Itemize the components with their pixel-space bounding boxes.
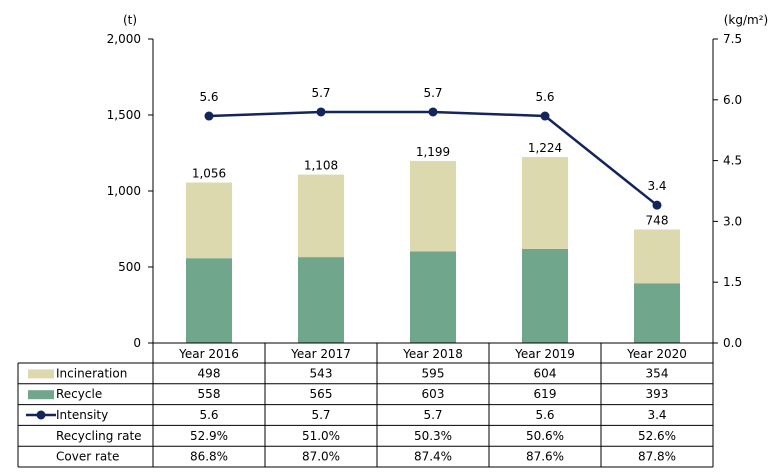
table-cell-3-4: 52.6% xyxy=(638,429,676,443)
intensity-point-4 xyxy=(652,200,662,210)
total-label-1: 1,108 xyxy=(304,159,338,173)
y-tick-label: 0 xyxy=(133,336,141,350)
table-cell-4-1: 87.0% xyxy=(302,450,340,464)
intensity-line-layer xyxy=(204,107,662,210)
table-row-label-3: Recycling rate xyxy=(56,429,142,443)
bar-recycle-1 xyxy=(298,257,344,343)
bar-incineration-3 xyxy=(522,157,568,249)
intensity-label-3: 5.6 xyxy=(535,90,554,104)
table-cell-0-3: 604 xyxy=(534,366,557,380)
total-label-3: 1,224 xyxy=(528,141,562,155)
intensity-point-0 xyxy=(204,111,214,121)
table-cell-1-3: 619 xyxy=(534,387,557,401)
bar-recycle-2 xyxy=(410,251,456,343)
table-cell-0-4: 354 xyxy=(646,366,669,380)
category-label-3: Year 2019 xyxy=(514,347,575,361)
intensity-label-0: 5.6 xyxy=(199,90,218,104)
bar-incineration-4 xyxy=(634,229,680,284)
axes xyxy=(152,39,714,343)
table-cell-3-0: 52.9% xyxy=(190,429,228,443)
y2-tick-label: 0.0 xyxy=(723,336,742,350)
table-cell-2-4: 3.4 xyxy=(647,408,666,422)
bar-incineration-1 xyxy=(298,174,344,258)
data-labels: 1,056 1,108 1,199 1,224 748 5.6 5.7 5.7 5.6 3.4 xyxy=(192,86,669,227)
bars xyxy=(186,157,680,343)
total-label-2: 1,199 xyxy=(416,145,450,159)
legend-swatch-0 xyxy=(28,369,54,379)
table-cell-1-1: 565 xyxy=(310,387,333,401)
bar-recycle-3 xyxy=(522,248,568,343)
table-row-label-0: Incineration xyxy=(56,366,127,380)
table-cell-1-4: 393 xyxy=(646,387,669,401)
table-row-label-4: Cover rate xyxy=(56,450,119,464)
category-label-0: Year 2016 xyxy=(178,347,239,361)
y-tick-label: 1,500 xyxy=(107,108,141,122)
y-tick-label: 500 xyxy=(118,260,141,274)
bar-incineration-0 xyxy=(186,182,232,259)
intensity-label-1: 5.7 xyxy=(311,86,330,100)
y2-tick-label: 4.5 xyxy=(723,154,742,168)
y-tick-label: 2,000 xyxy=(107,32,141,46)
y-axis-unit-left: (t) xyxy=(123,13,137,27)
y-tick-label: 1,000 xyxy=(107,184,141,198)
intensity-point-3 xyxy=(540,111,550,121)
y2-tick-label: 1.5 xyxy=(723,275,742,289)
bar-incineration-2 xyxy=(410,160,456,252)
intensity-label-2: 5.7 xyxy=(423,86,442,100)
bar-recycle-4 xyxy=(634,283,680,343)
table-cell-0-0: 498 xyxy=(198,366,221,380)
y2-tick-label: 6.0 xyxy=(723,93,742,107)
table-cell-4-2: 87.4% xyxy=(414,450,452,464)
table-cell-3-3: 50.6% xyxy=(526,429,564,443)
table-cell-2-2: 5.7 xyxy=(423,408,442,422)
category-label-2: Year 2018 xyxy=(402,347,463,361)
table-row-label-1: Recycle xyxy=(56,387,102,401)
legend-swatch-1 xyxy=(28,390,54,400)
bar-recycle-0 xyxy=(186,258,232,343)
legend-swatch-marker-2 xyxy=(36,410,46,420)
table-cell-2-1: 5.7 xyxy=(311,408,330,422)
y-axis-unit-right: (kg/m²) xyxy=(724,13,768,27)
total-label-0: 1,056 xyxy=(192,166,226,180)
table-cell-1-0: 558 xyxy=(198,387,221,401)
intensity-point-2 xyxy=(428,107,438,117)
category-label-1: Year 2017 xyxy=(290,347,351,361)
category-label-4: Year 2020 xyxy=(626,347,687,361)
table-cell-3-2: 50.3% xyxy=(414,429,452,443)
table-cell-3-1: 51.0% xyxy=(302,429,340,443)
table-cell-2-3: 5.6 xyxy=(535,408,554,422)
y2-tick-label: 3.0 xyxy=(723,214,742,228)
table-cell-2-0: 5.6 xyxy=(199,408,218,422)
intensity-label-4: 3.4 xyxy=(647,179,666,193)
table-cell-0-1: 543 xyxy=(310,366,333,380)
table-cell-4-3: 87.6% xyxy=(526,450,564,464)
intensity-point-1 xyxy=(316,107,326,117)
table-cell-0-2: 595 xyxy=(422,366,445,380)
data-table: Year 2016 Year 2017 Year 2018 Year 2019 Year… xyxy=(17,342,714,468)
table-cell-4-4: 87.8% xyxy=(638,450,676,464)
table-row-label-2: Intensity xyxy=(56,408,108,422)
left-y-ticks: 2,000 1,500 1,000 500 0 xyxy=(107,32,153,350)
table-cell-1-2: 603 xyxy=(422,387,445,401)
y2-tick-label: 7.5 xyxy=(723,32,742,46)
right-y-ticks: 7.5 6.0 4.5 3.0 1.5 0.0 xyxy=(713,32,742,350)
total-label-4: 748 xyxy=(646,213,669,227)
table-cell-4-0: 86.8% xyxy=(190,450,228,464)
